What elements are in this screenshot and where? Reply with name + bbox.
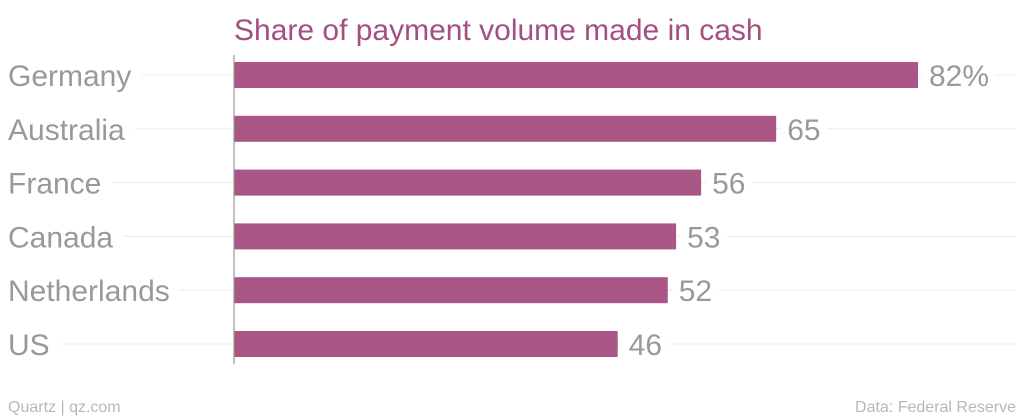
value-backdrop [622, 329, 669, 362]
value-label-germany: 82% [929, 60, 989, 93]
credit-text: Quartz | qz.com [8, 399, 121, 416]
label-backdrop [4, 113, 136, 147]
chart-rows: Germany 82% Australia 65 France 56 Canada 53 Net… [4, 60, 1016, 362]
category-label-france: France [8, 168, 101, 201]
label-backdrop [4, 329, 60, 362]
label-backdrop [4, 60, 142, 93]
source-text: Data: Federal Reserve [855, 399, 1016, 416]
value-label-netherlands: 52 [679, 275, 712, 308]
value-backdrop [706, 167, 752, 201]
bar-netherlands [234, 277, 668, 304]
category-label-us: US [8, 329, 50, 362]
category-label-netherlands: Netherlands [8, 275, 170, 308]
value-backdrop [781, 113, 827, 147]
value-label-canada: 53 [687, 221, 720, 254]
category-label-australia: Australia [8, 114, 125, 147]
value-backdrop [923, 60, 996, 93]
value-label-us: 46 [629, 329, 662, 362]
value-label-france: 56 [712, 168, 745, 201]
label-backdrop [4, 275, 180, 309]
category-label-germany: Germany [8, 60, 131, 93]
bar-australia [234, 115, 777, 142]
bar-us [234, 331, 618, 357]
chart-title: Share of payment volume made in cash [234, 14, 763, 47]
value-label-australia: 65 [787, 114, 820, 147]
category-label-canada: Canada [8, 221, 113, 254]
label-backdrop [4, 167, 112, 201]
value-backdrop [672, 275, 719, 309]
bar-canada [234, 223, 677, 250]
bar-germany [234, 62, 918, 88]
label-backdrop [4, 221, 124, 255]
bar-france [234, 169, 702, 196]
value-backdrop [681, 221, 727, 255]
